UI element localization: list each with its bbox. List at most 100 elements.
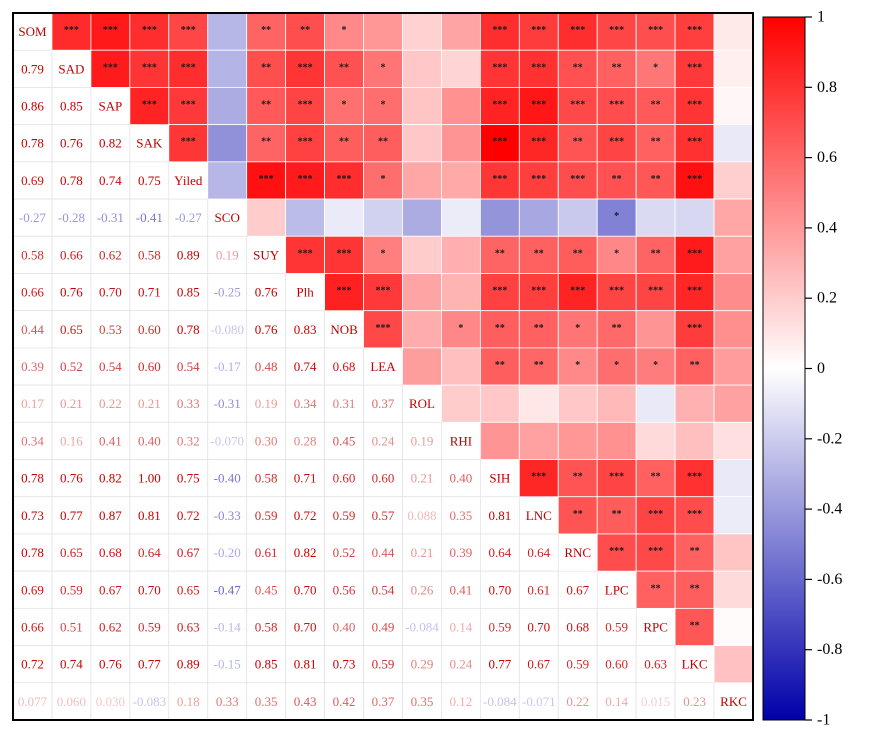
significance-mark: *** [648,546,663,557]
variable-label: LKC [682,657,708,672]
significance-mark: ** [261,25,271,36]
correlation-value: 0.060 [57,694,86,709]
heatmap-cell [479,198,520,237]
correlation-value: -0.27 [175,210,203,225]
heatmap-cell [674,12,715,51]
correlation-value: 0.71 [138,285,161,300]
heatmap-cell [674,310,715,349]
heatmap-cell [402,273,442,312]
heatmap-cell [285,87,325,126]
significance-mark: *** [531,100,546,111]
correlation-value: 0.67 [99,582,122,597]
correlation-value: 0.82 [99,471,122,486]
heatmap-cell [207,49,248,88]
heatmap-cell [635,198,676,237]
heatmap-cell [285,384,325,423]
heatmap-cell [596,645,637,684]
significance-mark: *** [531,286,546,297]
correlation-value: 0.85 [60,99,83,114]
correlation-value: 0.81 [138,508,161,523]
heatmap-cell [324,384,364,423]
significance-mark: *** [609,100,624,111]
heatmap-cell [518,87,559,126]
heatmap-cell [285,161,325,200]
heatmap-cell [479,421,520,460]
correlation-value: 0.63 [177,619,200,634]
correlation-value: 0.57 [372,508,395,523]
heatmap-cell [674,533,715,572]
heatmap-cell [596,347,637,386]
heatmap-cell [207,87,248,126]
significance-mark: * [342,100,347,111]
significance-mark: * [575,360,580,371]
heatmap-cell [518,421,559,460]
correlation-value: 0.34 [294,396,317,411]
correlation-value: -0.15 [214,657,241,672]
significance-mark: ** [261,62,271,73]
variable-label: LEA [370,359,396,374]
heatmap-cell [402,570,442,609]
correlation-value: 0.81 [294,657,317,672]
heatmap-cell [441,273,481,312]
heatmap-cell [90,49,131,88]
significance-mark: ** [534,323,544,334]
heatmap-cell [90,273,131,312]
significance-mark: *** [376,286,391,297]
heatmap-cell [363,682,403,721]
correlation-value: 0.35 [255,694,278,709]
correlation-value: 0.79 [21,61,44,76]
variable-label: RNC [564,545,591,560]
heatmap-cell [363,310,403,349]
variable-label: SAD [58,61,84,76]
significance-mark: *** [531,62,546,73]
correlation-value: 0.37 [372,396,395,411]
significance-mark: *** [687,509,702,520]
significance-mark: ** [339,62,349,73]
correlation-value: 0.71 [294,471,317,486]
correlation-value: -0.083 [133,694,167,709]
heatmap-cell [713,496,754,535]
correlation-value: 0.39 [450,545,473,560]
heatmap-cell [12,310,53,349]
correlation-value: 0.66 [21,285,44,300]
correlation-value: 0.14 [450,619,473,634]
correlation-value: -0.084 [405,619,439,634]
heatmap-cell [518,124,559,163]
correlation-value: 0.21 [411,471,434,486]
significance-mark: *** [298,100,313,111]
significance-mark: * [381,100,386,111]
correlation-value: 0.76 [255,322,278,337]
heatmap-cell [90,459,131,498]
heatmap-cell [635,347,676,386]
heatmap-cell [12,161,53,200]
heatmap-cell [285,570,325,609]
heatmap-cell [635,310,676,349]
correlation-value: -0.071 [522,694,556,709]
correlation-value: 0.58 [138,247,161,262]
heatmap-cell [518,459,559,498]
significance-mark: *** [376,323,391,334]
correlation-value: 0.16 [60,433,83,448]
heatmap-cell [246,310,287,349]
variable-label: Yiled [174,173,203,188]
heatmap-cell [363,49,403,88]
heatmap-cell [441,161,481,200]
correlation-value: 0.77 [138,657,161,672]
variable-label: SAP [98,99,122,114]
heatmap-cell [51,273,92,312]
heatmap-cell [674,161,715,200]
correlation-value: 0.59 [372,657,395,672]
significance-mark: *** [181,137,196,148]
correlation-value: 0.82 [99,136,122,151]
significance-mark: *** [142,100,157,111]
correlation-value: 0.64 [488,545,511,560]
heatmap-cell [402,198,442,237]
significance-mark: * [614,248,619,259]
correlation-value: -0.40 [214,471,241,486]
heatmap-cell [246,384,287,423]
heatmap-cell [90,161,131,200]
significance-mark: *** [492,174,507,185]
significance-mark: * [653,62,658,73]
heatmap-cell [51,161,92,200]
correlation-value: 0.45 [333,433,356,448]
